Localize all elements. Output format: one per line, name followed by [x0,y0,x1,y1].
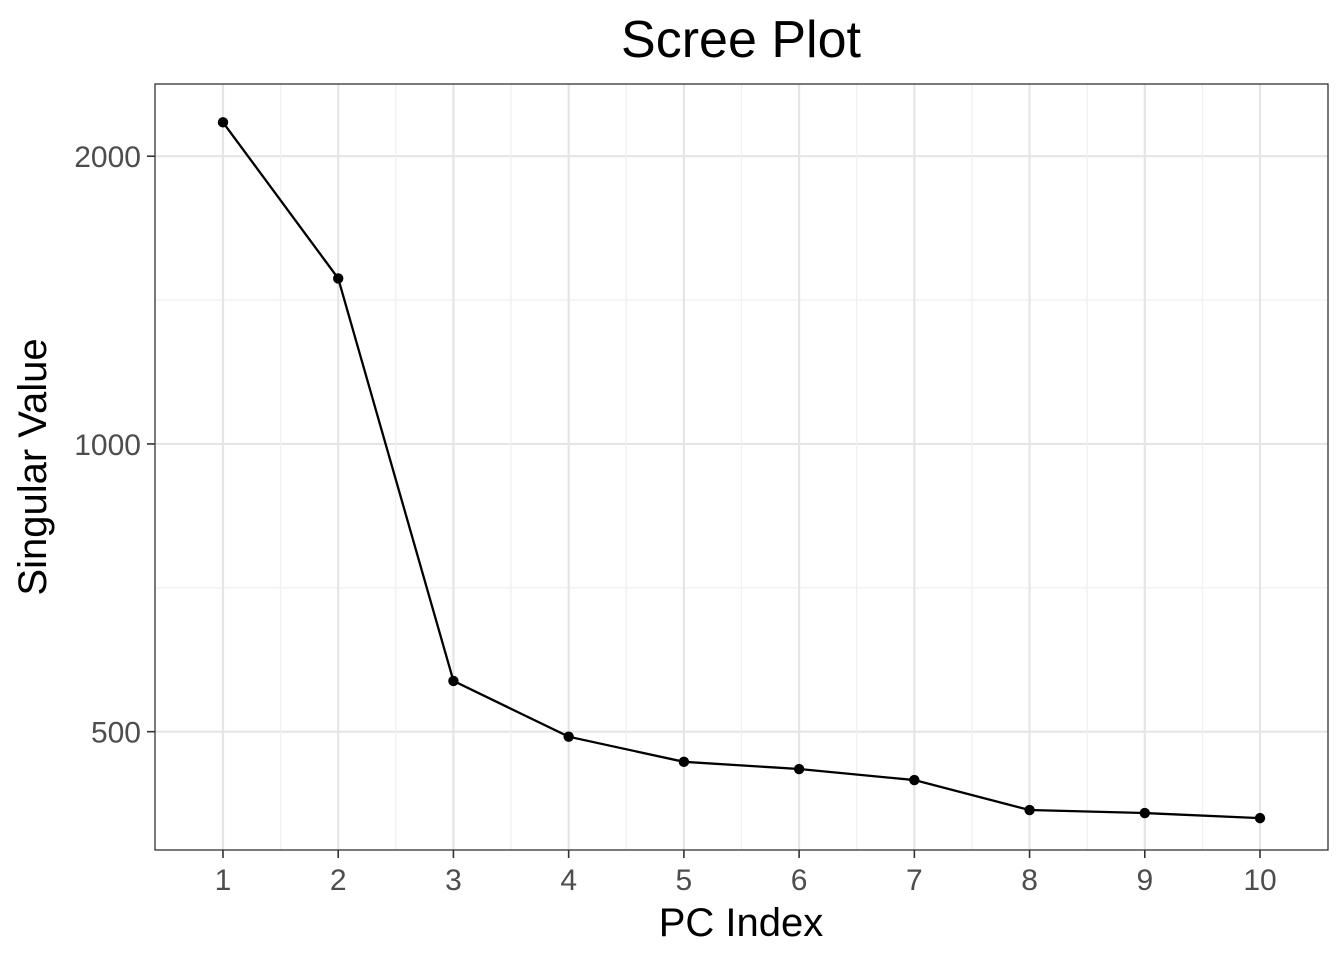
x-tick-label: 4 [560,864,577,897]
data-point [217,117,229,128]
data-point [1024,804,1035,816]
y-axis-title: Singular Value [11,338,55,595]
data-point [448,675,459,687]
x-axis: 1 2 3 4 5 6 7 8 9 10 [215,850,1277,897]
panel-border [154,83,1329,851]
y-axis: 500 1000 2000 [74,141,155,750]
x-tick-label: 1 [215,864,232,897]
x-tick-label: 6 [791,864,808,897]
grid [155,84,1328,850]
series-line-group [222,121,1261,820]
x-tick-label: 5 [676,864,693,897]
data-point [678,756,690,768]
x-tick-label: 2 [330,864,347,897]
y-tick-label: 2000 [74,141,141,174]
data-points [217,117,1266,824]
x-tick-label: 7 [906,864,923,897]
data-point [1254,812,1266,824]
series-line [222,121,1261,820]
data-point [1139,807,1150,819]
data-point [563,731,574,742]
x-tick-label: 10 [1243,864,1276,897]
data-point [909,774,920,786]
data-point [333,273,344,284]
y-tick-label: 1000 [74,429,141,462]
x-tick-label: 8 [1021,864,1038,897]
x-tick-label: 3 [445,864,462,897]
chart-title: Scree Plot [621,11,861,69]
x-axis-title: PC Index [659,901,824,945]
y-tick-label: 500 [91,717,141,750]
x-tick-label: 9 [1136,864,1153,897]
data-point [793,763,805,775]
